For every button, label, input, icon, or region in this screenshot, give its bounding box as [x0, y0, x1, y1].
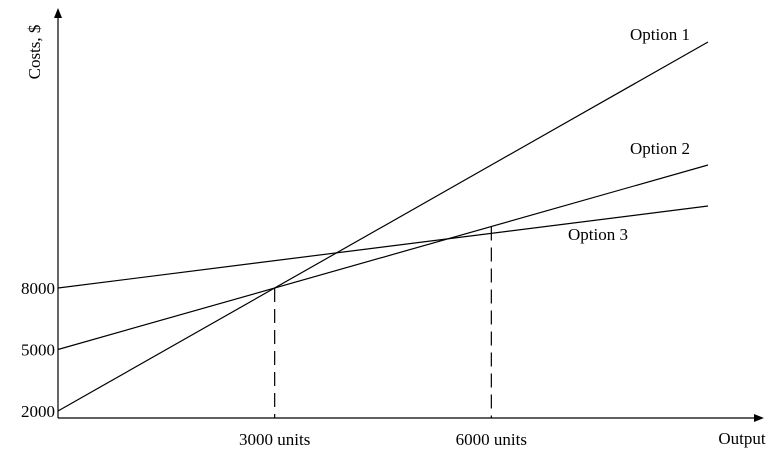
y-axis-arrow [54, 8, 62, 18]
x-marker-label-6000: 6000 units [456, 430, 527, 449]
y-tick-label-8000: 8000 [21, 279, 55, 298]
y-tick-label-5000: 5000 [21, 341, 55, 360]
marker-guides [274, 226, 492, 418]
series-lines [57, 41, 709, 412]
y-axis-label: Costs, $ [25, 25, 44, 80]
series-label-option-1: Option 1 [630, 25, 690, 44]
chart-labels: Costs, $ Output Option 1 Option 2 Option 3… [21, 25, 766, 449]
series-line-option-1 [57, 41, 709, 412]
series-label-option-3: Option 3 [568, 225, 628, 244]
x-marker-label-3000: 3000 units [239, 430, 310, 449]
series-line-option-3 [57, 205, 709, 289]
axes [54, 8, 764, 422]
x-axis-label: Output [718, 429, 766, 448]
series-label-option-2: Option 2 [630, 139, 690, 158]
x-axis-arrow [754, 414, 764, 422]
y-tick-label-2000: 2000 [21, 402, 55, 421]
series-line-option-2 [57, 164, 709, 351]
